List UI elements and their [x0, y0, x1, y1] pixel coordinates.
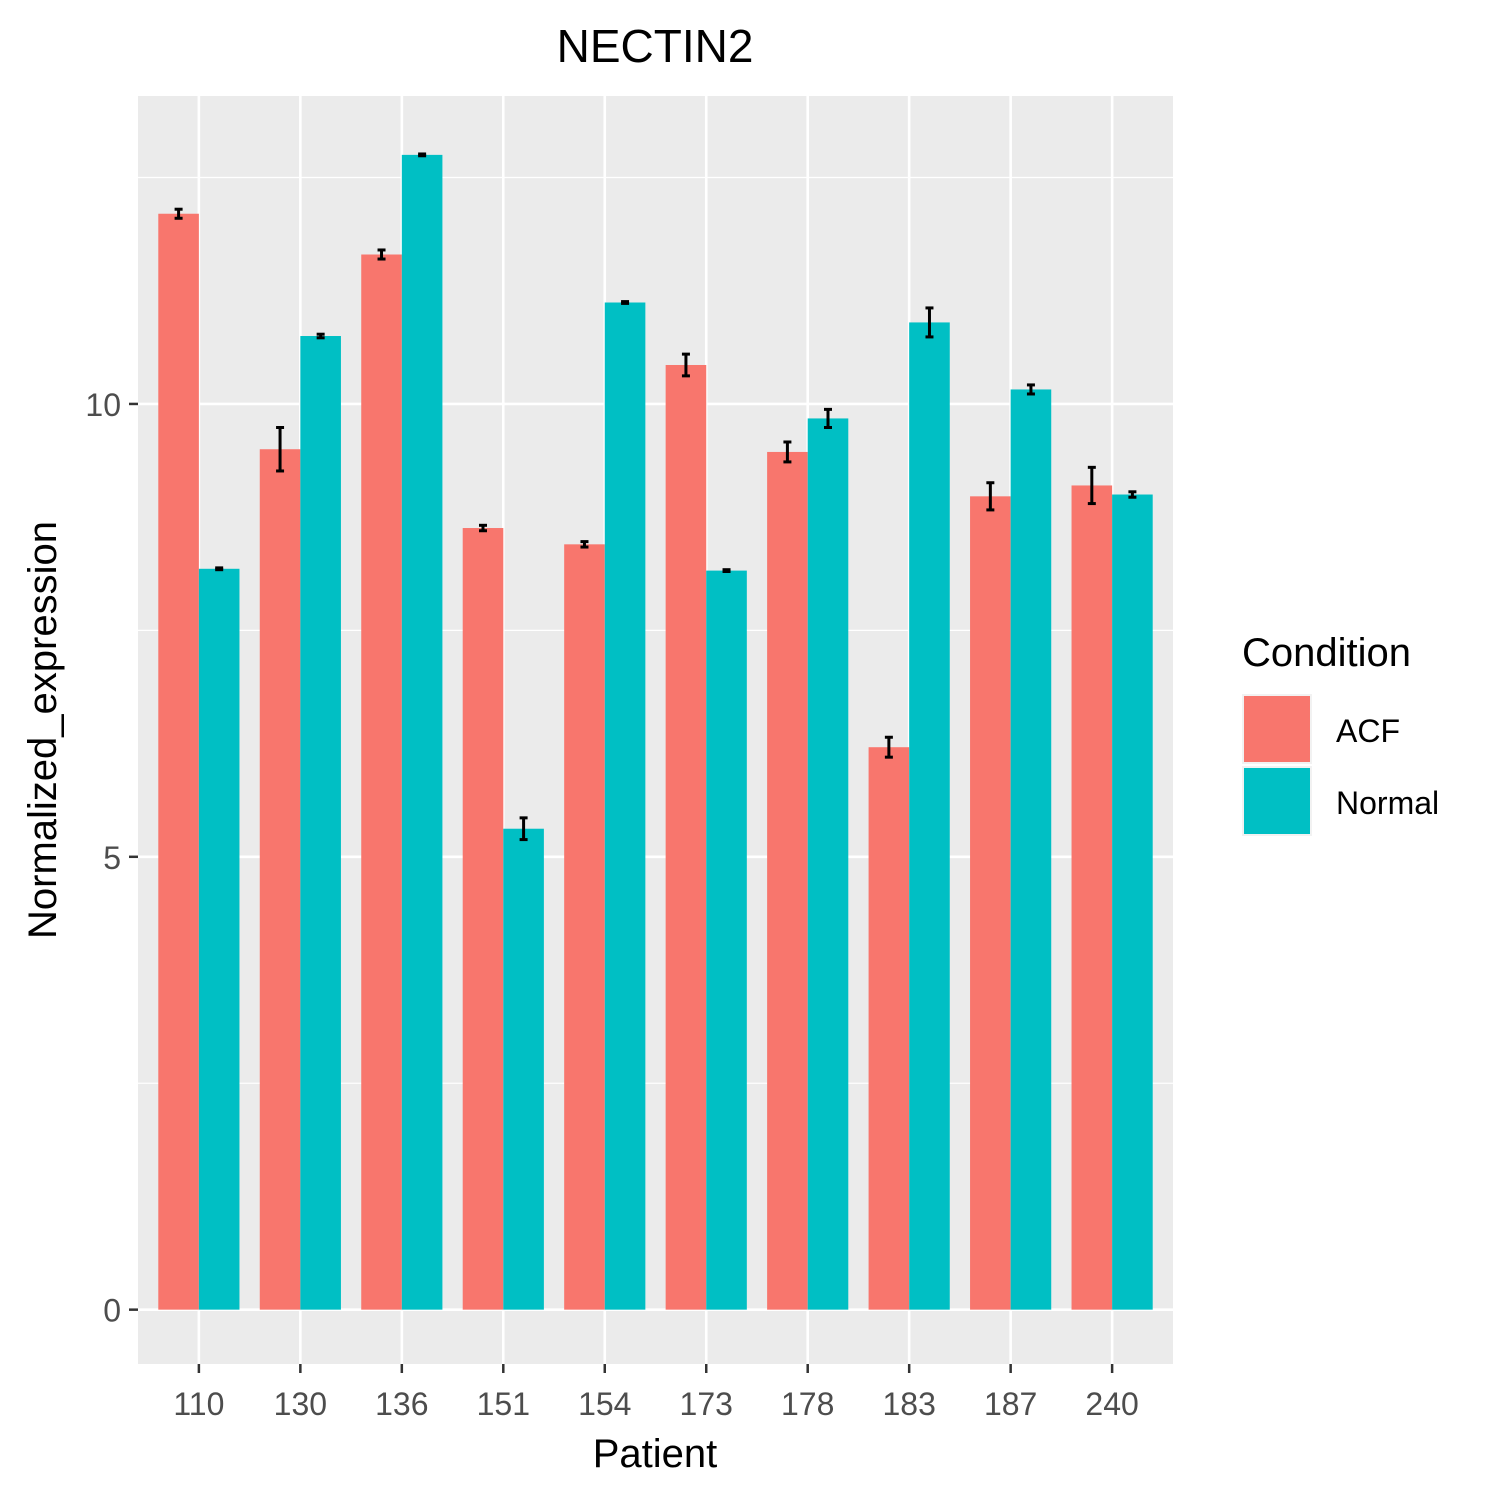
- error-bar-acf-178: [783, 440, 792, 464]
- bar-normal-173: [706, 570, 747, 1310]
- error-bar-normal-240: [1128, 490, 1137, 499]
- error-bar-acf-110: [174, 207, 183, 220]
- legend: Condition ACF Normal: [1242, 631, 1439, 836]
- bar-acf-178: [767, 451, 808, 1310]
- error-bar-normal-151: [519, 816, 528, 842]
- bar-acf-183: [868, 747, 910, 1310]
- error-bar-normal-187: [1026, 383, 1035, 396]
- error-bar-acf-154: [580, 540, 589, 549]
- x-tick-label: 183: [882, 1386, 935, 1422]
- x-tick-label: 187: [984, 1386, 1037, 1422]
- y-axis: 0 5 10: [85, 387, 138, 1329]
- bar-normal-187: [1010, 389, 1052, 1310]
- bar-acf-240: [1071, 485, 1113, 1310]
- legend-swatch-normal: [1244, 768, 1310, 834]
- bar-normal-130: [300, 336, 341, 1310]
- error-bar-acf-183: [884, 735, 893, 759]
- error-bar-acf-130: [276, 425, 285, 473]
- x-tick-label: 151: [477, 1386, 530, 1422]
- error-bar-normal-130: [316, 332, 325, 340]
- y-tick-label: 0: [103, 1293, 121, 1329]
- x-tick-label: 130: [274, 1386, 327, 1422]
- y-tick-label: 10: [85, 387, 121, 423]
- error-bar-acf-136: [377, 248, 386, 261]
- bar-normal-110: [198, 568, 240, 1310]
- legend-label-normal: Normal: [1336, 785, 1439, 821]
- error-bar-acf-173: [681, 352, 690, 378]
- error-bars: [174, 152, 1137, 842]
- error-bar-normal-154: [621, 300, 630, 305]
- x-tick-label: 178: [781, 1386, 834, 1422]
- bar-acf-187: [970, 496, 1011, 1310]
- x-tick-label: 110: [173, 1386, 224, 1422]
- bar-normal-240: [1112, 494, 1153, 1310]
- bar-normal-151: [503, 828, 544, 1310]
- error-bar-normal-110: [215, 566, 224, 572]
- error-bar-normal-183: [925, 306, 934, 339]
- x-axis-label: Patient: [593, 1432, 718, 1476]
- bar-acf-110: [158, 213, 199, 1310]
- bars: [158, 154, 1153, 1310]
- y-axis-label: Normalized_expression: [21, 521, 65, 939]
- bar-normal-178: [807, 418, 849, 1310]
- x-axis: 110 130 136 151 154 173 178 183 187 240: [173, 1364, 1139, 1422]
- x-tick-label: 154: [578, 1386, 631, 1422]
- legend-title: Condition: [1242, 631, 1411, 675]
- bar-normal-183: [909, 322, 950, 1310]
- x-tick-label: 173: [680, 1386, 733, 1422]
- error-bar-normal-178: [824, 407, 832, 429]
- bar-acf-173: [665, 364, 707, 1310]
- error-bar-normal-173: [722, 568, 731, 573]
- chart-title: NECTIN2: [557, 20, 754, 72]
- error-bar-normal-136: [418, 152, 427, 158]
- x-tick-label: 240: [1085, 1386, 1138, 1422]
- bar-acf-130: [259, 449, 301, 1310]
- legend-label-acf: ACF: [1336, 713, 1400, 749]
- bar-normal-136: [401, 154, 443, 1310]
- error-bar-acf-187: [986, 481, 995, 512]
- y-tick-label: 5: [103, 840, 121, 876]
- bar-acf-136: [361, 254, 402, 1310]
- bar-acf-154: [564, 544, 605, 1310]
- bar-acf-151: [462, 528, 504, 1310]
- x-tick-label: 136: [375, 1386, 428, 1422]
- legend-swatch-acf: [1244, 696, 1310, 762]
- error-bar-acf-151: [479, 523, 487, 533]
- error-bar-acf-240: [1087, 465, 1096, 506]
- bar-normal-154: [604, 302, 646, 1310]
